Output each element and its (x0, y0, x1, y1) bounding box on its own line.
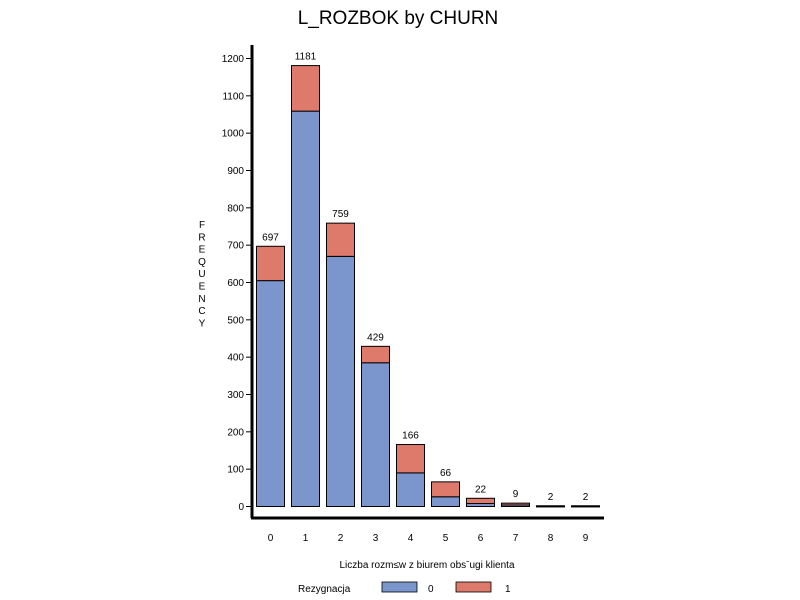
bar-total-label: 429 (367, 332, 384, 343)
bar-total-label: 66 (440, 468, 452, 479)
y-tick-label: 0 (238, 502, 244, 513)
y-axis-label-letter: N (198, 294, 205, 305)
y-axis-label-letter: C (198, 306, 205, 317)
bar-segment-series-0 (326, 255, 355, 507)
bar-total-label: 1181 (295, 52, 317, 63)
y-tick-label: 500 (227, 315, 244, 326)
x-tick-label: 8 (548, 533, 554, 544)
bar-segment-series-1 (361, 345, 390, 364)
legend-title: Rezygnacja (298, 584, 351, 595)
y-tick-label: 300 (227, 390, 244, 401)
y-tick-label: 800 (227, 203, 244, 214)
y-axis-label-letter: Y (199, 318, 206, 329)
y-axis-label-letter: Q (198, 257, 206, 268)
bar-segment-series-0 (291, 110, 320, 507)
y-tick-label: 1000 (222, 129, 245, 140)
bar-total-label: 9 (513, 489, 519, 500)
bar-segment-series-1 (256, 245, 285, 282)
y-axis-label-letter: U (198, 269, 205, 280)
bar-segment-series-1 (326, 222, 355, 257)
bar-segment-series-0 (256, 280, 285, 507)
bar-segment-series-0 (396, 472, 425, 507)
y-tick-label: 400 (227, 353, 244, 364)
chart-title: L_ROZBOK by CHURN (298, 8, 499, 29)
x-tick-label: 2 (338, 533, 344, 544)
bar-segment-series-1 (536, 505, 565, 508)
bar-segment-series-1 (466, 497, 495, 505)
y-axis-ticks: 0 100 200 300 400 500 600 700 800 900 1000 1100 1200 (222, 54, 252, 513)
y-tick-label: 900 (227, 166, 244, 177)
x-axis-label: Liczba rozm≤w z biurem obsˉugi klienta (340, 560, 515, 571)
x-axis-ticks: 0 1 2 3 4 5 6 7 8 9 (268, 533, 589, 544)
y-tick-label: 700 (227, 241, 244, 252)
y-tick-label: 1100 (222, 91, 244, 102)
legend-label-0: 0 (428, 584, 434, 595)
x-tick-label: 4 (408, 533, 414, 544)
y-tick-label: 600 (227, 278, 244, 289)
legend-swatch-0 (381, 581, 418, 593)
x-tick-label: 5 (443, 533, 449, 544)
bar-segment-series-1 (571, 505, 600, 508)
legend-label-1: 1 (505, 584, 511, 595)
x-tick-label: 1 (303, 533, 309, 544)
y-tick-label: 1200 (222, 54, 245, 65)
x-tick-label: 0 (268, 533, 274, 544)
x-tick-label: 3 (373, 533, 379, 544)
bar-segment-series-1 (501, 502, 530, 506)
bar-segment-series-0 (361, 362, 390, 507)
bar-total-label: 759 (332, 209, 349, 220)
bar-total-label: 22 (475, 484, 487, 495)
bar-total-label: 2 (548, 492, 554, 503)
y-axis-label-letter: E (199, 282, 206, 293)
bar-total-label: 166 (402, 431, 419, 442)
y-tick-label: 200 (227, 427, 244, 438)
x-tick-label: 7 (513, 533, 519, 544)
bar-segment-series-1 (291, 65, 320, 112)
y-axis-label-letter: E (199, 245, 206, 256)
y-axis-label-letter: F (199, 220, 205, 231)
bar-segment-series-1 (396, 444, 425, 474)
legend-swatch-1 (455, 581, 492, 593)
y-tick-label: 100 (227, 465, 244, 476)
y-axis-label-letter: R (198, 232, 205, 243)
x-tick-label: 9 (583, 533, 589, 544)
x-tick-label: 6 (478, 533, 484, 544)
bar-segment-series-0 (431, 496, 460, 508)
bar-total-label: 697 (262, 232, 279, 243)
bar-total-label: 2 (583, 492, 589, 503)
bar-segment-series-1 (431, 481, 460, 498)
